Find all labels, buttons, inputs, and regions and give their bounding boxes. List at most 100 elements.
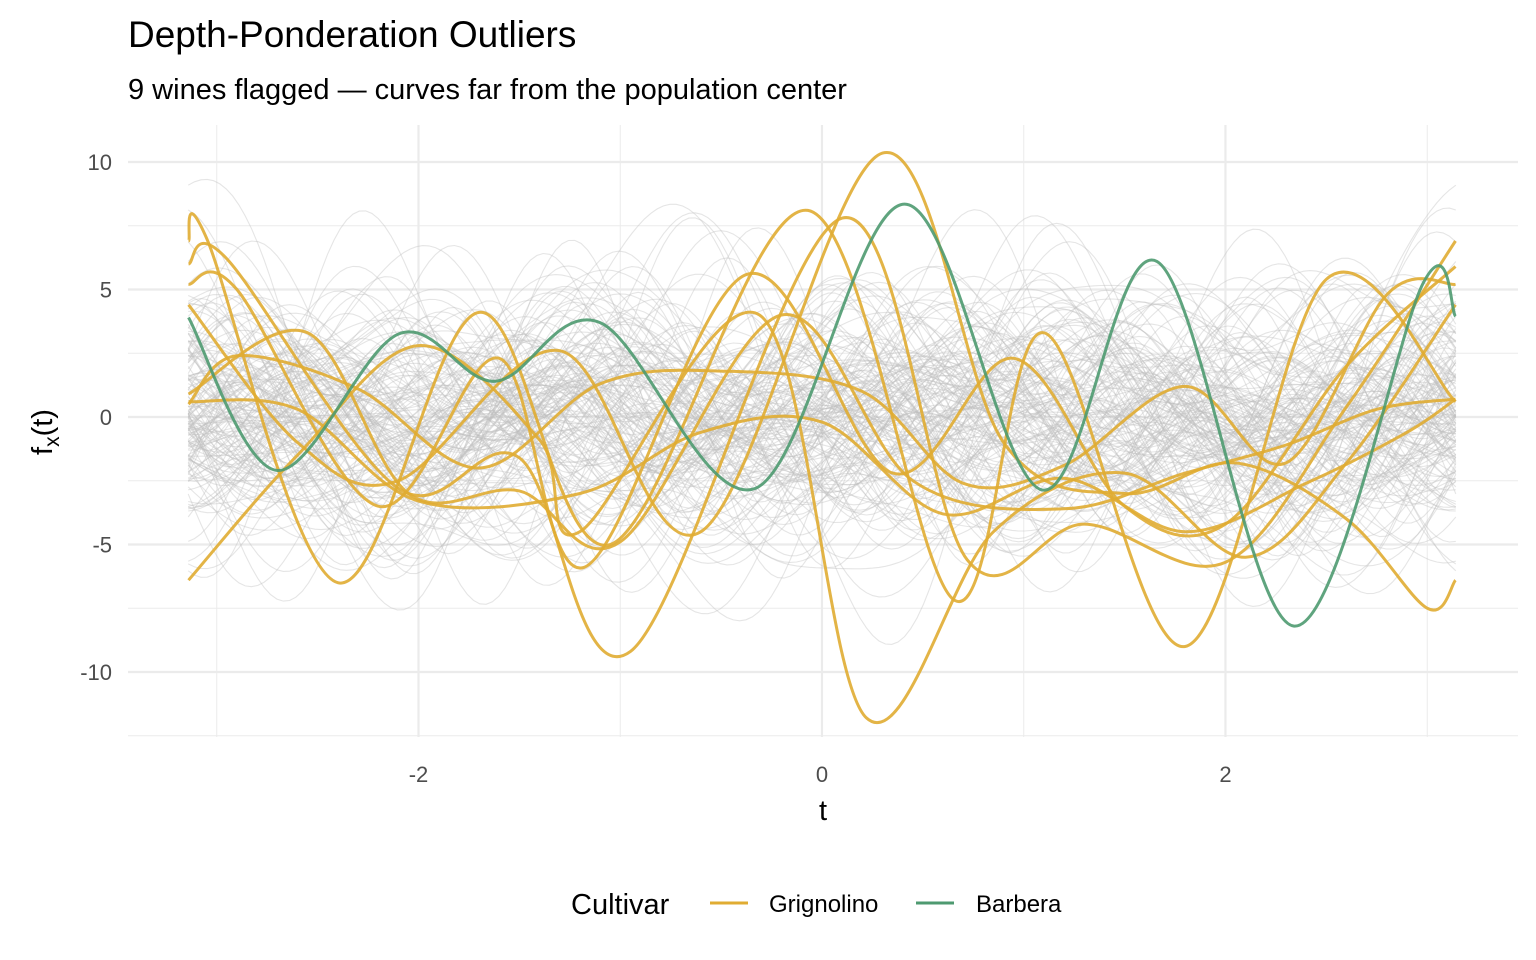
population-curve <box>187 323 1457 543</box>
population-curve <box>187 275 1457 531</box>
population-curve <box>187 306 1456 540</box>
population-curve <box>187 313 1457 464</box>
population-curve <box>188 301 1456 530</box>
population-curve <box>188 349 1456 505</box>
population-curve <box>187 317 1456 487</box>
chart-subtitle: 9 wines flagged — curves far from the po… <box>128 74 847 106</box>
population-curve <box>187 210 1457 578</box>
population-curve <box>187 274 1457 554</box>
y-tick-label: 0 <box>100 405 112 430</box>
grid <box>128 125 1518 737</box>
chart-title: Depth-Ponderation Outliers <box>128 14 576 55</box>
population-curve <box>187 336 1457 532</box>
population-curve <box>188 245 1456 526</box>
population-curve <box>188 302 1456 557</box>
x-tick-label: -2 <box>409 762 429 787</box>
outlier-curve-grignolino <box>187 208 1457 649</box>
y-axis-title-main: f <box>27 446 59 455</box>
population-curve <box>188 357 1457 493</box>
population-curve <box>187 265 1456 564</box>
x-axis-title: t <box>819 795 827 827</box>
population-curve <box>187 325 1457 504</box>
population-curve <box>187 283 1457 516</box>
outlier-curves <box>187 151 1457 724</box>
population-curve <box>187 241 1457 567</box>
outlier-curve-grignolino <box>187 151 1457 612</box>
population-curve <box>188 342 1456 593</box>
outlier-curve-barbera <box>187 202 1457 628</box>
population-curve <box>187 294 1457 514</box>
population-curve <box>187 358 1456 533</box>
legend-label-grignolino: Grignolino <box>769 891 878 918</box>
legend-label-barbera: Barbera <box>976 891 1062 918</box>
y-tick-label: -10 <box>80 660 112 685</box>
population-curve <box>187 269 1457 495</box>
population-curve <box>187 267 1457 579</box>
population-curve <box>188 347 1456 513</box>
population-curve <box>188 284 1457 552</box>
population-curve <box>188 265 1456 611</box>
population-curve <box>187 298 1457 548</box>
outlier-curve-grignolino <box>187 216 1457 658</box>
population-curve <box>188 346 1456 526</box>
population-curve <box>187 308 1457 490</box>
population-curve <box>187 335 1457 573</box>
outlier-curve-grignolino <box>187 303 1457 724</box>
population-curve <box>187 314 1457 490</box>
population-curve <box>187 312 1457 580</box>
population-curve <box>187 387 1457 564</box>
population-curve <box>187 301 1457 487</box>
y-axis-title: fx(t) <box>27 409 64 455</box>
population-curve <box>187 348 1457 519</box>
population-curve <box>188 335 1456 481</box>
population-curve <box>187 311 1457 469</box>
population-curve <box>187 321 1457 528</box>
population-curve <box>187 212 1457 476</box>
population-curve <box>187 257 1457 557</box>
population-curve <box>187 320 1457 622</box>
population-curve <box>187 365 1457 511</box>
population-curve <box>188 272 1456 645</box>
population-curve <box>187 303 1457 602</box>
population-curve <box>188 379 1456 510</box>
y-axis-title-sub: x <box>41 436 64 447</box>
population-curve <box>187 286 1457 519</box>
population-curve <box>188 277 1456 499</box>
population-curve <box>188 345 1456 593</box>
population-curve <box>188 340 1456 557</box>
population-curve <box>187 288 1457 544</box>
population-curve <box>188 217 1457 552</box>
population-curve <box>187 380 1457 566</box>
population-curve <box>188 311 1456 513</box>
population-curve <box>187 207 1456 607</box>
population-curve <box>188 309 1456 511</box>
population-curve <box>187 347 1456 543</box>
population-curve <box>187 346 1457 497</box>
population-curve <box>188 310 1456 534</box>
population-curve <box>187 293 1457 525</box>
population-curve <box>187 271 1457 504</box>
population-curve <box>187 273 1457 567</box>
population-curve <box>187 299 1457 550</box>
x-tick-label: 2 <box>1219 762 1231 787</box>
population-curve <box>187 302 1457 497</box>
population-curve <box>187 330 1457 515</box>
population-curve <box>187 244 1457 595</box>
population-curve <box>188 317 1456 501</box>
y-axis-ticks: 10 5 0 -5 -10 <box>80 150 112 685</box>
population-curve <box>187 276 1456 543</box>
population-curve <box>188 303 1456 533</box>
population-curve <box>188 288 1456 499</box>
population-curve <box>188 299 1456 496</box>
population-curve <box>187 230 1457 561</box>
population-curve <box>187 311 1457 557</box>
population-curve <box>187 356 1457 492</box>
legend-title: Cultivar <box>571 889 670 921</box>
population-curve <box>187 328 1457 550</box>
population-curve <box>187 276 1457 586</box>
legend: Cultivar Grignolino Barbera <box>571 889 1062 921</box>
population-curve <box>187 330 1457 583</box>
population-curve <box>187 309 1457 519</box>
population-curve <box>187 373 1457 506</box>
